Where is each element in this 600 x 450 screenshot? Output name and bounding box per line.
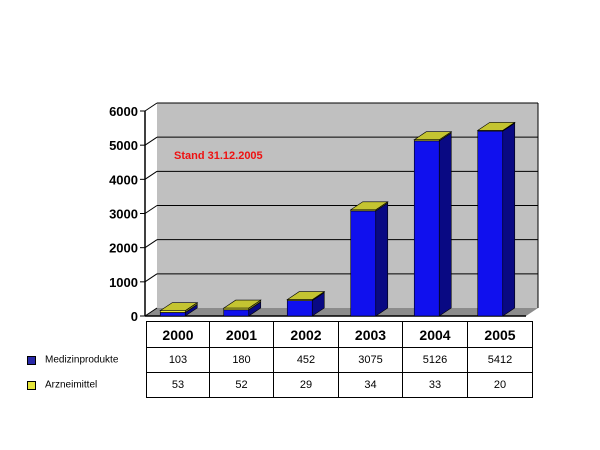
table-cell: 5126 xyxy=(402,347,468,373)
legend-swatch-medizinprodukte xyxy=(27,355,36,365)
bar-front xyxy=(223,309,250,317)
table-cell: 33 xyxy=(402,372,468,398)
y-tick-label: 2000 xyxy=(109,241,138,256)
chart-annotation: Stand 31.12.2005 xyxy=(174,150,263,162)
table-cell: 29 xyxy=(273,372,339,398)
data-table: 2000 2001 2002 2003 2004 2005 Medizinpro… xyxy=(25,321,533,398)
bar-top xyxy=(413,131,453,141)
bars xyxy=(159,121,516,317)
table-cell: 452 xyxy=(273,347,339,373)
legend-swatch-arzneimittel xyxy=(27,380,36,390)
bar-side xyxy=(438,132,452,317)
gridline-depth xyxy=(144,102,158,112)
table-row: Arzneimittel 53 52 29 34 33 20 xyxy=(25,372,533,398)
bar-segment xyxy=(286,291,326,302)
table-header-row: 2000 2001 2002 2003 2004 2005 xyxy=(25,321,533,348)
table-cell: 3075 xyxy=(338,347,403,373)
y-tick-label: 0 xyxy=(131,309,138,324)
gridline-depth xyxy=(144,273,158,283)
table-cell: 103 xyxy=(146,347,210,373)
bar-segment xyxy=(222,299,262,311)
series-label: Arzneimittel xyxy=(45,379,98,391)
header-blank xyxy=(25,322,147,348)
bar-segment xyxy=(413,131,453,142)
legend-entry: Arzneimittel xyxy=(25,373,147,398)
bar-top xyxy=(159,302,199,311)
y-tick-label: 3000 xyxy=(109,207,138,222)
y-tick-labels: 0 1000 2000 3000 4000 5000 6000 xyxy=(109,104,145,324)
bar-top xyxy=(349,201,389,211)
y-tick-label: 6000 xyxy=(109,104,138,119)
table-row: Medizinprodukte 103 180 452 3075 5126 54… xyxy=(25,347,533,373)
y-tick-label: 4000 xyxy=(109,172,138,187)
table-cell: 5412 xyxy=(467,347,533,373)
bar-segment xyxy=(349,201,389,212)
bar-top xyxy=(286,291,326,300)
table-cell: 20 xyxy=(467,372,533,398)
bar-segment xyxy=(477,122,516,317)
bar-front xyxy=(159,312,186,317)
gridline-depth xyxy=(144,136,158,146)
year-header: 2001 xyxy=(209,321,274,348)
bar-side xyxy=(375,202,389,317)
series-label: Medizinprodukte xyxy=(45,354,119,366)
bar-segment xyxy=(476,121,516,132)
gridline-depth xyxy=(144,239,158,249)
bar-segment xyxy=(159,302,199,314)
bar-front xyxy=(477,130,504,317)
year-header: 2000 xyxy=(146,321,210,348)
bar-segment xyxy=(413,132,452,317)
table-cell: 52 xyxy=(209,372,274,398)
gridline-depth xyxy=(144,170,158,180)
table-cell: 53 xyxy=(146,372,210,398)
y-tick-label: 1000 xyxy=(109,275,138,290)
bar-segment xyxy=(350,202,389,317)
bar-front xyxy=(286,300,313,317)
bar-top xyxy=(476,122,516,131)
table-cell: 180 xyxy=(209,347,274,373)
year-header: 2003 xyxy=(338,321,403,348)
bar-front xyxy=(350,210,377,317)
legend-entry: Medizinprodukte xyxy=(25,348,147,373)
bar-top xyxy=(222,299,262,309)
gridline-depth xyxy=(144,205,158,214)
year-header: 2004 xyxy=(402,321,468,348)
gridlines xyxy=(144,102,538,283)
bar-front xyxy=(413,140,440,317)
year-header: 2002 xyxy=(273,321,339,348)
table-cell: 34 xyxy=(338,372,403,398)
year-header: 2005 xyxy=(467,321,533,348)
y-tick-label: 5000 xyxy=(109,138,138,153)
bar-side xyxy=(502,122,516,317)
axis-depth-line xyxy=(144,307,158,317)
